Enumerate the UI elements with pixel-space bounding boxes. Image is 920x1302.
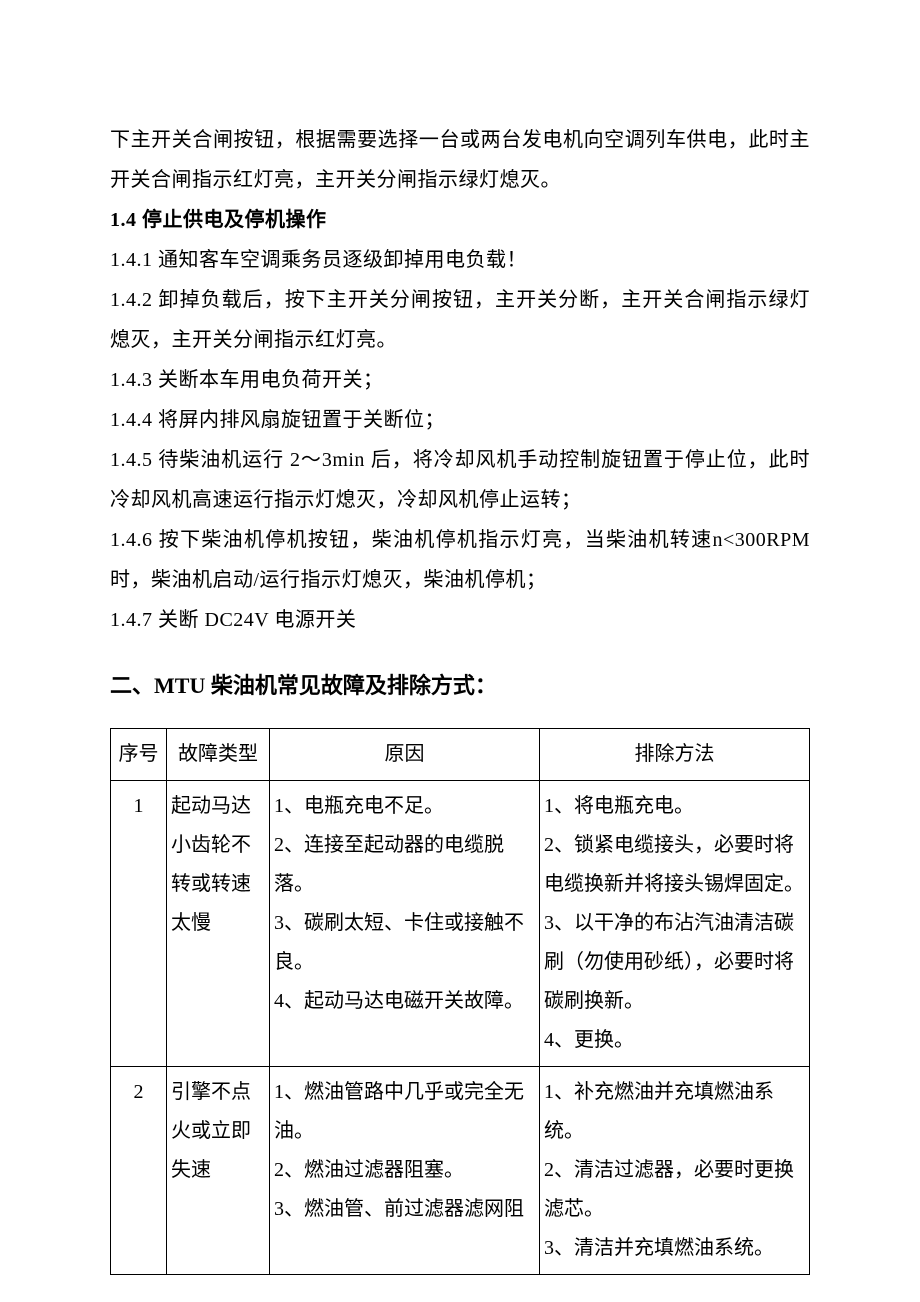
table-header-row: 序号 故障类型 原因 排除方法 [111, 729, 810, 781]
cell-seq: 2 [111, 1067, 167, 1275]
item-1-4-2: 1.4.2 卸掉负载后，按下主开关分闸按钮，主开关分断，主开关合闸指示绿灯熄灭，… [110, 280, 810, 360]
item-1-4-1: 1.4.1 通知客车空调乘务员逐级卸掉用电负载！ [110, 240, 810, 280]
item-1-4-4: 1.4.4 将屏内排风扇旋钮置于关断位； [110, 400, 810, 440]
cell-fix: 1、将电瓶充电。 2、锁紧电缆接头，必要时将电缆换新并将接头锡焊固定。 3、以干… [540, 781, 810, 1067]
header-seq: 序号 [111, 729, 167, 781]
section-2-title: 二、MTU 柴油机常见故障及排除方式： [110, 664, 810, 708]
table-row: 1 起动马达小齿轮不转或转速太慢 1、电瓶充电不足。 2、连接至起动器的电缆脱落… [111, 781, 810, 1067]
cell-cause: 1、燃油管路中几乎或完全无油。 2、燃油过滤器阻塞。 3、燃油管、前过滤器滤网阻 [270, 1067, 540, 1275]
cell-cause: 1、电瓶充电不足。 2、连接至起动器的电缆脱落。 3、碳刷太短、卡住或接触不良。… [270, 781, 540, 1067]
cell-type: 起动马达小齿轮不转或转速太慢 [167, 781, 270, 1067]
item-1-4-7: 1.4.7 关断 DC24V 电源开关 [110, 600, 810, 640]
cell-fix: 1、补充燃油并充填燃油系统。 2、清洁过滤器，必要时更换滤芯。 3、清洁并充填燃… [540, 1067, 810, 1275]
heading-1-4: 1.4 停止供电及停机操作 [110, 200, 810, 240]
cell-type: 引擎不点火或立即失速 [167, 1067, 270, 1275]
header-type: 故障类型 [167, 729, 270, 781]
table-row: 2 引擎不点火或立即失速 1、燃油管路中几乎或完全无油。 2、燃油过滤器阻塞。 … [111, 1067, 810, 1275]
item-1-4-6: 1.4.6 按下柴油机停机按钮，柴油机停机指示灯亮，当柴油机转速n<300RPM… [110, 520, 810, 600]
fault-table: 序号 故障类型 原因 排除方法 1 起动马达小齿轮不转或转速太慢 1、电瓶充电不… [110, 728, 810, 1275]
item-1-4-3: 1.4.3 关断本车用电负荷开关； [110, 360, 810, 400]
header-fix: 排除方法 [540, 729, 810, 781]
cell-seq: 1 [111, 781, 167, 1067]
header-cause: 原因 [270, 729, 540, 781]
item-1-4-5: 1.4.5 待柴油机运行 2～3min 后，将冷却风机手动控制旋钮置于停止位，此… [110, 440, 810, 520]
intro-paragraph: 下主开关合闸按钮，根据需要选择一台或两台发电机向空调列车供电，此时主开关合闸指示… [110, 120, 810, 200]
